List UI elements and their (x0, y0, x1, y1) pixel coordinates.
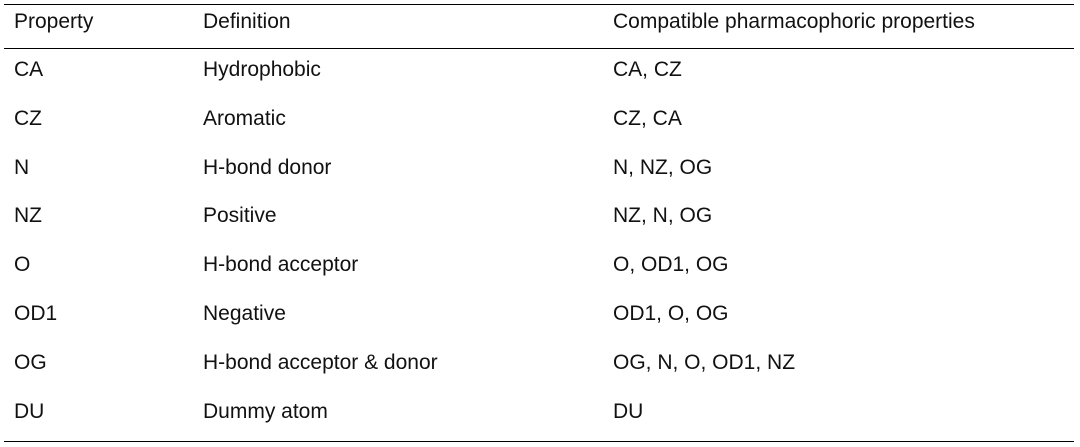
table-cell: NZ (14, 204, 42, 228)
header-cell: Definition (203, 10, 291, 33)
table-cell: O (14, 253, 31, 277)
table-cell: DU (613, 399, 644, 423)
table-cell: H-bond acceptor & donor (203, 350, 438, 374)
bottom-rule (4, 441, 1074, 442)
header-cell: Property (14, 10, 94, 33)
table-cell: DU (14, 399, 45, 423)
header-cell: Compatible pharmacophoric properties (613, 10, 975, 33)
table-cell: Aromatic (203, 106, 286, 130)
table-cell: O, OD1, OG (613, 253, 729, 277)
table-cell: N, NZ, OG (613, 155, 713, 179)
table-cell: OG (14, 350, 47, 374)
table-cell: CZ (14, 106, 42, 130)
table-cell: Negative (203, 302, 286, 325)
table-cell: CZ, CA (613, 106, 682, 130)
table-cell: NZ, N, OG (613, 204, 713, 228)
table-cell: Positive (203, 204, 277, 228)
table-cell: N (14, 155, 30, 179)
table-cell: Hydrophobic (203, 58, 321, 81)
table-cell: H-bond acceptor (203, 253, 359, 277)
table-cell: Dummy atom (203, 399, 328, 423)
top-rule (4, 4, 1074, 5)
table-cell: CA (14, 58, 44, 81)
table-cell: OG, N, O, OD1, NZ (613, 350, 796, 374)
header-rule (4, 48, 1074, 49)
table-cell: OD1 (14, 302, 58, 325)
table-cell: CA, CZ (613, 58, 682, 81)
table-cell: H-bond donor (203, 155, 332, 179)
table-cell: OD1, O, OG (613, 302, 729, 325)
